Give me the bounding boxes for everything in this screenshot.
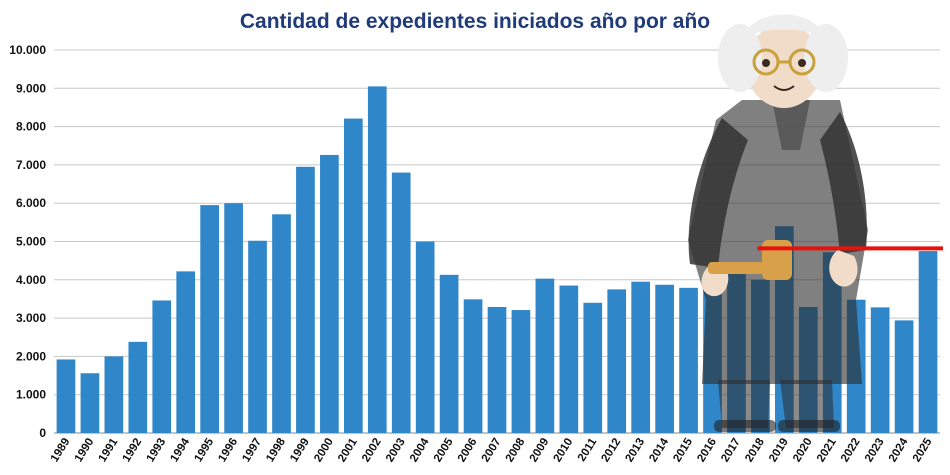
bar-2012: [607, 289, 627, 433]
x-tick-label: 1993: [145, 436, 169, 464]
x-tick-label: 2000: [312, 436, 336, 464]
bar-2009: [535, 278, 555, 433]
bar-2014: [655, 284, 674, 433]
bar-2008: [511, 310, 531, 433]
x-tick-label: 2025: [911, 436, 935, 465]
x-tick-label: 1998: [264, 436, 288, 465]
bar-2011: [583, 302, 603, 433]
bar-1995: [200, 205, 219, 433]
bar-1997: [248, 240, 267, 433]
y-tick-label: 6.000: [16, 196, 46, 210]
x-tick-label: 2009: [528, 436, 552, 464]
x-tick-label: 2015: [671, 436, 695, 465]
x-tick-label: 2012: [600, 436, 624, 464]
bar-2005: [439, 274, 459, 433]
x-tick-label: 2021: [815, 436, 839, 465]
bar-2001: [343, 118, 363, 433]
x-tick-label: 1991: [97, 436, 121, 465]
bar-2000: [320, 154, 339, 433]
x-tick-label: 1994: [169, 436, 193, 465]
bar-1994: [176, 271, 196, 433]
bar-2025: [918, 251, 938, 433]
y-tick-label: 1.000: [16, 388, 46, 402]
x-tick-label: 2016: [695, 436, 719, 464]
bar-2023: [870, 307, 890, 433]
x-tick-label: 2002: [360, 436, 384, 464]
y-tick-label: 0: [39, 426, 46, 440]
y-tick-label: 10.000: [9, 43, 46, 57]
judge-figure-icon: [688, 14, 868, 432]
x-tick-label: 2001: [336, 436, 360, 465]
bar-1993: [152, 300, 172, 433]
bar-2004: [415, 241, 435, 433]
x-tick-label: 1996: [216, 436, 240, 464]
x-tick-label: 2019: [767, 436, 791, 464]
bar-2002: [367, 86, 387, 433]
x-tick-label: 2013: [623, 436, 647, 464]
bar-2007: [487, 306, 507, 433]
bar-2013: [631, 281, 651, 433]
x-tick-label: 1999: [288, 436, 312, 464]
x-axis-ticks: 1989 1990 1991 1992 1993 1994 1995 1996 1997 1998…: [49, 436, 935, 465]
bar-1996: [224, 203, 243, 433]
x-tick-label: 2014: [647, 436, 671, 465]
x-tick-label: 2008: [504, 436, 528, 465]
bar-2024: [894, 320, 914, 433]
x-tick-label: 2020: [791, 436, 815, 464]
y-tick-label: 7.000: [16, 158, 46, 172]
x-tick-label: 2010: [552, 436, 576, 464]
x-tick-label: 2024: [887, 436, 911, 465]
x-tick-label: 2022: [839, 436, 863, 464]
x-tick-label: 1995: [192, 436, 216, 465]
bar-2003: [391, 172, 411, 433]
x-tick-label: 1997: [240, 436, 264, 464]
x-tick-label: 2023: [863, 436, 887, 464]
bar-1990: [80, 373, 100, 433]
x-tick-label: 1989: [49, 436, 73, 464]
x-tick-label: 2007: [480, 436, 504, 464]
x-tick-label: 2011: [576, 436, 600, 464]
bar-1998: [272, 214, 291, 433]
x-tick-label: 2004: [408, 436, 432, 465]
y-tick-label: 9.000: [16, 81, 46, 95]
y-tick-label: 8.000: [16, 120, 46, 134]
x-tick-label: 2017: [719, 436, 743, 464]
y-tick-label: 2.000: [16, 349, 46, 363]
bar-2010: [559, 285, 579, 433]
x-tick-label: 1992: [121, 436, 145, 464]
bar-2015: [679, 287, 698, 433]
x-tick-label: 1990: [73, 436, 97, 464]
x-tick-label: 2003: [384, 436, 408, 464]
y-axis-ticks: 0 1.000 2.000 3.000 4.000 5.000 6.000 7.000 8.00…: [9, 43, 46, 440]
x-tick-label: 2018: [743, 436, 767, 465]
y-tick-label: 5.000: [16, 235, 46, 249]
x-tick-label: 2005: [432, 436, 456, 465]
bar-1989: [56, 359, 76, 433]
x-tick-label: 2006: [456, 436, 480, 464]
bar-2006: [463, 299, 483, 433]
bar-1992: [128, 341, 148, 433]
bar-1991: [104, 356, 124, 433]
y-tick-label: 4.000: [16, 273, 46, 287]
chart-title: Cantidad de expedientes iniciados año po…: [240, 10, 710, 33]
y-tick-label: 3.000: [16, 311, 46, 325]
bar-1999: [296, 166, 315, 433]
